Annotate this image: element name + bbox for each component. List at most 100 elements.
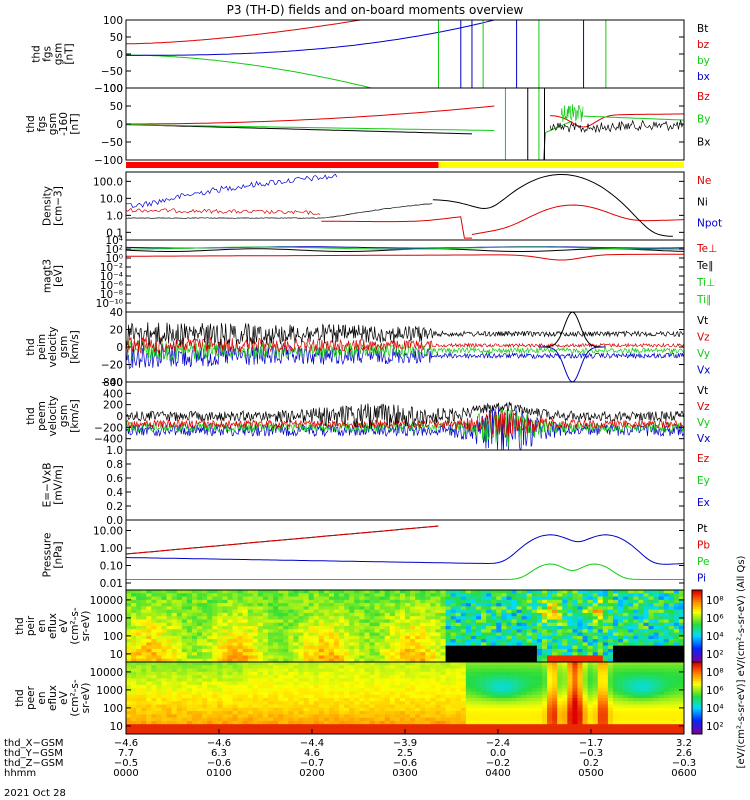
spectro-cell bbox=[516, 603, 522, 607]
spectro-cell bbox=[207, 652, 213, 656]
spectro-cell bbox=[212, 599, 218, 604]
spectro-cell bbox=[486, 707, 492, 712]
spectro-cell bbox=[379, 639, 386, 643]
spectro-cell bbox=[176, 603, 183, 607]
spectro-cell bbox=[445, 688, 451, 692]
spectro-cell bbox=[339, 714, 345, 718]
spectro-cell bbox=[318, 593, 325, 597]
spectro-cell bbox=[668, 691, 675, 696]
spectro-cell bbox=[511, 629, 517, 633]
spectro-cell bbox=[567, 606, 573, 610]
spectro-cell bbox=[151, 698, 157, 702]
spectro-cell bbox=[618, 698, 624, 702]
spectro-cell bbox=[262, 590, 269, 594]
spectro-cell bbox=[293, 652, 299, 656]
spectro-cell bbox=[328, 671, 335, 676]
spectro-cell bbox=[455, 711, 462, 715]
spectro-cell bbox=[582, 665, 588, 669]
spectro-cell bbox=[283, 619, 289, 624]
spectro-cell bbox=[521, 599, 528, 604]
spectro-cell bbox=[521, 626, 528, 630]
spectro-cell bbox=[430, 642, 436, 646]
spectro-cell bbox=[643, 707, 649, 712]
spectro-cell bbox=[602, 616, 609, 620]
spectro-cell bbox=[298, 662, 304, 666]
spectro-cell bbox=[618, 645, 624, 650]
spectro-cell bbox=[476, 642, 482, 646]
spectro-cell bbox=[227, 645, 233, 650]
spectro-cell bbox=[607, 590, 614, 594]
spectro-cell bbox=[399, 658, 406, 663]
spectro-cell bbox=[308, 609, 314, 614]
spectro-cell bbox=[181, 658, 188, 663]
spectro-cell bbox=[511, 714, 517, 718]
spectro-cell bbox=[374, 626, 380, 630]
spectro-cell bbox=[470, 593, 477, 597]
spectro-cell bbox=[262, 724, 269, 728]
spectro-cell bbox=[349, 675, 355, 679]
spectro-cell bbox=[582, 639, 588, 643]
spectro-cell bbox=[131, 724, 137, 728]
spectro-cell bbox=[384, 681, 391, 686]
spectro-cell bbox=[470, 701, 477, 705]
spectro-cell bbox=[486, 648, 492, 653]
spectro-cell bbox=[374, 629, 380, 633]
spectro-cell bbox=[171, 652, 178, 656]
spectro-cell bbox=[328, 632, 335, 637]
spectro-cell bbox=[364, 698, 370, 702]
spectro-cell bbox=[252, 606, 259, 610]
spectro-cell bbox=[217, 691, 223, 696]
spectro-cell bbox=[364, 691, 370, 696]
spectro-cell bbox=[516, 599, 522, 604]
spectro-cell bbox=[470, 629, 477, 633]
spectro-cell bbox=[252, 691, 259, 696]
spectro-cell bbox=[678, 727, 685, 732]
spectro-cell bbox=[658, 593, 665, 597]
spectro-cell bbox=[191, 622, 198, 627]
spectro-cell bbox=[410, 616, 416, 620]
spectro-cell bbox=[643, 694, 649, 699]
spectro-cell bbox=[207, 612, 213, 617]
spectro-cell bbox=[328, 704, 335, 709]
spectro-cell bbox=[653, 681, 659, 686]
spectro-cell bbox=[222, 691, 228, 696]
spectro-cell bbox=[273, 698, 279, 702]
spectro-cell bbox=[242, 655, 249, 660]
spectro-cell bbox=[420, 707, 426, 712]
spectro-cell bbox=[328, 603, 335, 607]
spectro-cell bbox=[562, 665, 568, 669]
spectro-cell bbox=[384, 684, 391, 689]
spectro-cell bbox=[536, 593, 543, 597]
spectro-cell bbox=[491, 655, 497, 660]
spectro-cell bbox=[293, 707, 299, 712]
spectro-cell bbox=[242, 593, 249, 597]
spectro-cell bbox=[156, 675, 162, 679]
spectro-cell bbox=[262, 691, 269, 696]
spectro-cell bbox=[582, 619, 588, 624]
spectro-cell bbox=[242, 603, 249, 607]
spectro-cell bbox=[476, 655, 482, 660]
spectro-cell bbox=[567, 711, 573, 715]
spectro-cell bbox=[364, 590, 370, 594]
spectro-cell bbox=[567, 678, 573, 682]
spectro-cell bbox=[202, 609, 208, 614]
spectro-cell bbox=[288, 603, 294, 607]
spectro-cell bbox=[151, 632, 157, 637]
spectro-cell bbox=[349, 668, 355, 673]
spectro-cell bbox=[176, 626, 183, 630]
spectro-cell bbox=[237, 593, 243, 597]
spectro-cell bbox=[156, 632, 162, 637]
spectro-cell bbox=[141, 652, 147, 656]
spectro-cell bbox=[643, 727, 649, 732]
spectro-cell bbox=[496, 730, 502, 735]
spectro-cell bbox=[476, 714, 482, 718]
spectro-cell bbox=[202, 730, 208, 735]
spectro-cell bbox=[212, 590, 218, 594]
spectro-cell bbox=[339, 665, 345, 669]
spectro-cell bbox=[531, 626, 538, 630]
spectro-cell bbox=[470, 698, 477, 702]
spectro-cell bbox=[151, 707, 157, 712]
spectro-cell bbox=[191, 662, 198, 666]
spectro-cell bbox=[364, 632, 370, 637]
spectro-cell bbox=[237, 678, 243, 682]
